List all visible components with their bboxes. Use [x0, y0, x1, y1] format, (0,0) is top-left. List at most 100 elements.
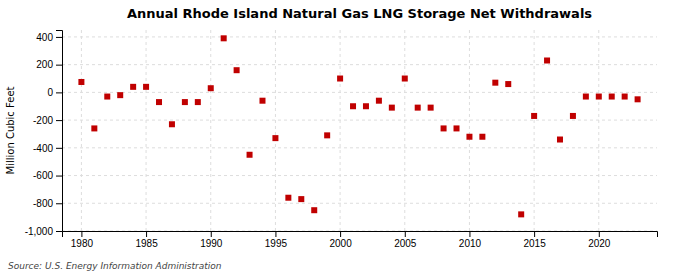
- tick: 1980: [71, 231, 94, 249]
- point: [635, 96, 641, 102]
- point: [531, 113, 537, 119]
- point: [298, 196, 304, 202]
- point: [622, 94, 628, 100]
- grid-line: [340, 30, 341, 231]
- title: Annual Rhode Island Natural Gas LNG Stor…: [127, 6, 592, 21]
- tick-mark: [275, 231, 276, 237]
- tick: 2010: [459, 231, 482, 249]
- point: [492, 80, 498, 86]
- tick: 2000: [329, 231, 352, 249]
- tick-label: 2005: [394, 238, 417, 249]
- tick-label: 2000: [329, 238, 352, 249]
- tick: 2015: [523, 231, 546, 249]
- grid-line: [146, 30, 147, 231]
- point: [311, 207, 317, 213]
- tick-label: -200: [33, 115, 53, 126]
- grid-line: [62, 92, 657, 93]
- point: [441, 125, 447, 131]
- point: [337, 76, 343, 82]
- source-note: Source: U.S. Energy Information Administ…: [8, 261, 222, 271]
- tick-label: -800: [33, 198, 53, 209]
- tick-mark: [81, 231, 82, 237]
- point: [169, 121, 175, 127]
- chart: 198019851990199520002005201020152020-1,0…: [0, 0, 675, 275]
- point: [234, 67, 240, 73]
- tick: -600: [33, 170, 62, 181]
- grid-line: [62, 120, 657, 121]
- point: [557, 137, 563, 143]
- grid-line: [62, 203, 657, 204]
- axis-line: [56, 31, 63, 232]
- point: [247, 152, 253, 158]
- grid-line: [62, 147, 657, 148]
- point: [130, 84, 136, 90]
- point: [272, 135, 278, 141]
- point: [91, 125, 97, 131]
- tick: 2020: [588, 231, 611, 249]
- tick-label: -600: [33, 170, 53, 181]
- tick: -1,000: [25, 226, 62, 237]
- x-axis: 1980 1985 1990 1995 2000 2005 2010 2015 2020: [63, 231, 658, 249]
- tick-mark: [56, 148, 62, 149]
- point: [350, 103, 356, 109]
- tick: 1985: [135, 231, 158, 249]
- point: [195, 99, 201, 105]
- point: [156, 99, 162, 105]
- grid-line: [404, 30, 405, 231]
- tick-mark: [56, 231, 62, 232]
- point: [544, 57, 550, 63]
- tick-label: 1990: [200, 238, 223, 249]
- point: [78, 79, 84, 85]
- grid-line: [62, 64, 657, 65]
- tick: 400: [36, 32, 62, 43]
- point: [479, 134, 485, 140]
- point: [518, 211, 524, 217]
- tick: -800: [33, 198, 62, 209]
- grid-line: [62, 175, 657, 176]
- point: [596, 94, 602, 100]
- point: [363, 103, 369, 109]
- tick-mark: [56, 37, 62, 38]
- tick: 2005: [394, 231, 417, 249]
- tick-mark: [56, 92, 62, 93]
- axis-line: [63, 232, 658, 238]
- tick-label: 2010: [459, 238, 482, 249]
- tick-mark: [56, 120, 62, 121]
- tick-mark: [340, 231, 341, 237]
- plot: 198019851990199520002005201020152020-1,0…: [25, 30, 658, 249]
- point: [570, 113, 576, 119]
- tick-label: 1985: [135, 238, 158, 249]
- grid-line: [62, 36, 657, 37]
- point: [117, 92, 123, 98]
- grid-line: [81, 30, 82, 231]
- point: [208, 85, 214, 91]
- grid-line: [210, 30, 211, 231]
- point: [402, 76, 408, 82]
- grid: [62, 30, 657, 231]
- points: [78, 35, 640, 217]
- point: [389, 105, 395, 111]
- tick-mark: [211, 231, 212, 237]
- tick-mark: [534, 231, 535, 237]
- tick: 1995: [265, 231, 288, 249]
- grid-line: [469, 30, 470, 231]
- tick-label: 2020: [588, 238, 611, 249]
- point: [259, 98, 265, 104]
- tick: -200: [33, 115, 62, 126]
- point: [428, 105, 434, 111]
- y-axis: -1,000 -800 -600 -400 -200 0 200 400: [25, 31, 63, 237]
- tick-mark: [56, 65, 62, 66]
- tick-label: 0: [47, 87, 53, 98]
- tick-label: 200: [36, 59, 53, 70]
- point: [583, 94, 589, 100]
- point: [221, 35, 227, 41]
- tick-mark: [599, 231, 600, 237]
- tick-label: -400: [33, 143, 53, 154]
- tick-label: -1,000: [25, 226, 54, 237]
- point: [143, 84, 149, 90]
- y-axis-label: Million Cubic Feet: [5, 86, 16, 174]
- tick: 1990: [200, 231, 223, 249]
- point: [182, 99, 188, 105]
- point: [324, 132, 330, 138]
- point: [104, 94, 110, 100]
